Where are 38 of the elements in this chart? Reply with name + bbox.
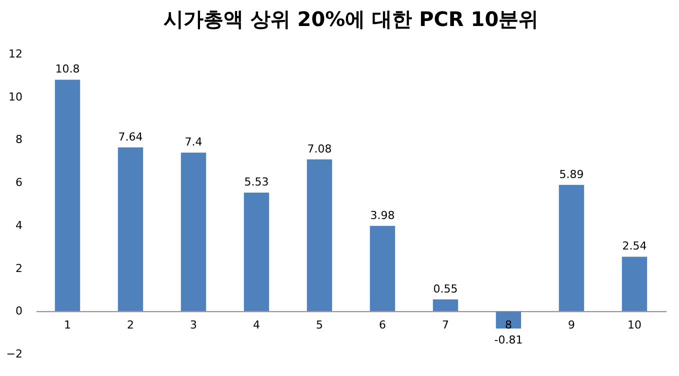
data-label: -0.81 <box>494 334 523 346</box>
x-tick-label: 8 <box>505 318 512 332</box>
data-label: 5.53 <box>244 176 269 189</box>
data-label: 0.55 <box>433 282 458 296</box>
data-label: 7.64 <box>118 130 143 144</box>
y-tick-label: 10 <box>8 90 22 104</box>
bar <box>558 184 584 312</box>
y-tick-label: 2 <box>16 262 22 275</box>
y-tick-label: 6 <box>16 176 22 190</box>
bar <box>118 147 144 312</box>
x-tick-label: 10 <box>628 318 642 332</box>
y-tick-label: 12 <box>8 48 22 60</box>
bar <box>370 226 396 312</box>
bar <box>244 192 270 312</box>
data-label: 7.08 <box>307 142 332 156</box>
bar <box>180 152 206 312</box>
x-tick-label: 9 <box>568 318 575 332</box>
y-tick-label: 4 <box>16 218 22 232</box>
y-tick-label: 8 <box>16 133 22 146</box>
data-label: 5.89 <box>559 168 584 181</box>
x-tick-label: 1 <box>64 318 71 332</box>
chart-title: 시가총액 상위 20%에 대한 PCR 10분위 <box>163 7 539 31</box>
bar <box>432 299 458 312</box>
x-tick-label: 3 <box>190 318 197 332</box>
bar <box>306 159 332 312</box>
y-tick-label: −2 <box>6 348 22 360</box>
x-tick-label: 7 <box>442 318 449 332</box>
data-label: 10.8 <box>55 62 80 76</box>
data-label: 7.4 <box>184 136 202 149</box>
data-label: 3.98 <box>370 208 395 222</box>
x-tick-label: 6 <box>379 318 386 332</box>
x-tick-label: 5 <box>316 318 323 332</box>
x-tick-label: 4 <box>253 318 260 332</box>
data-label: 2.54 <box>622 240 647 253</box>
y-tick-label: 0 <box>16 304 22 318</box>
bar <box>622 256 648 312</box>
bar <box>54 80 80 312</box>
x-tick-label: 2 <box>127 318 134 332</box>
